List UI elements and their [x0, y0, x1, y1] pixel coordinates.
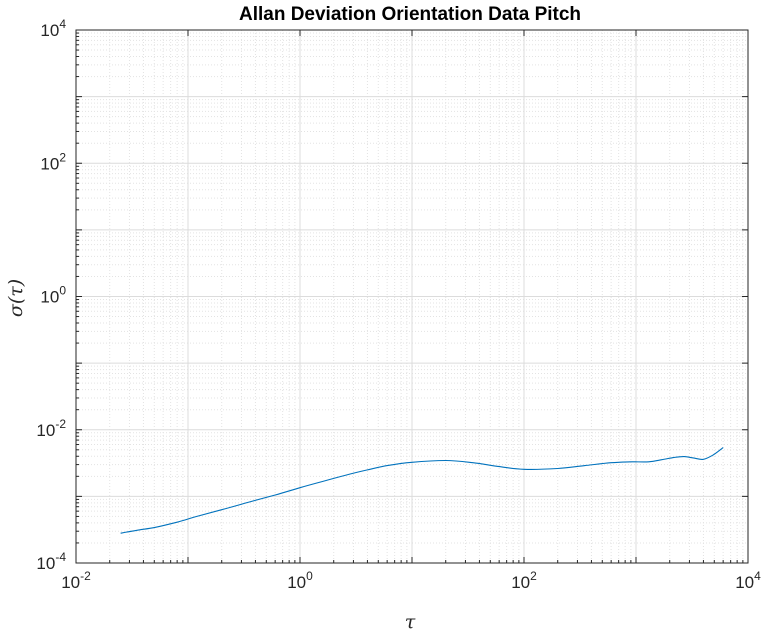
- series-layer: [120, 447, 724, 534]
- axis-ticks: [75, 29, 749, 564]
- y-axis-label: σ(τ): [5, 279, 27, 317]
- series-line: [120, 447, 724, 534]
- x-axis-label: τ: [405, 611, 416, 633]
- chart-title: Allan Deviation Orientation Data Pitch: [239, 4, 581, 25]
